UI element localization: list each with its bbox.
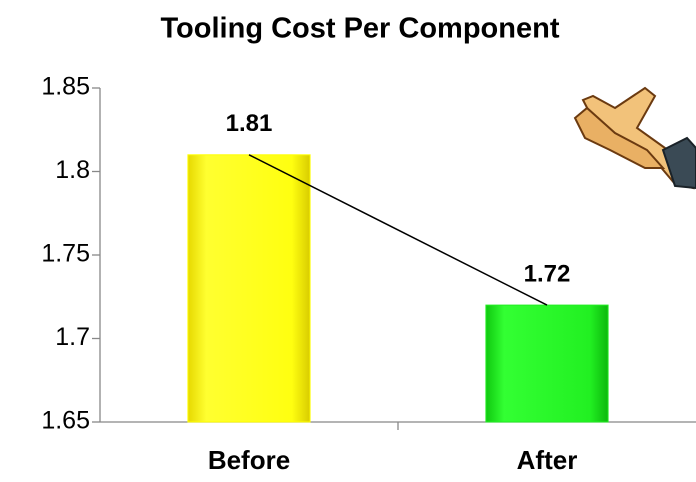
y-tick-label: 1.75 [41, 240, 90, 268]
y-tick-label: 1.65 [41, 407, 90, 435]
x-tick-label: After [517, 445, 578, 475]
bar [486, 305, 608, 422]
chart-title: Tooling Cost Per Component [161, 13, 560, 45]
page: Tooling Cost Per Component 1.65 1.7 1.75 1.… [0, 0, 696, 482]
bar [188, 155, 310, 422]
value-label: 1.72 [524, 260, 571, 287]
x-tick-label: Before [208, 445, 290, 475]
clapping-hands-icon [575, 88, 696, 188]
value-label: 1.81 [226, 110, 273, 137]
y-tick-label: 1.8 [55, 156, 90, 184]
chart: Tooling Cost Per Component 1.65 1.7 1.75 1.… [0, 0, 696, 482]
y-tick-label: 1.85 [41, 73, 90, 101]
y-tick-label: 1.7 [55, 323, 90, 351]
